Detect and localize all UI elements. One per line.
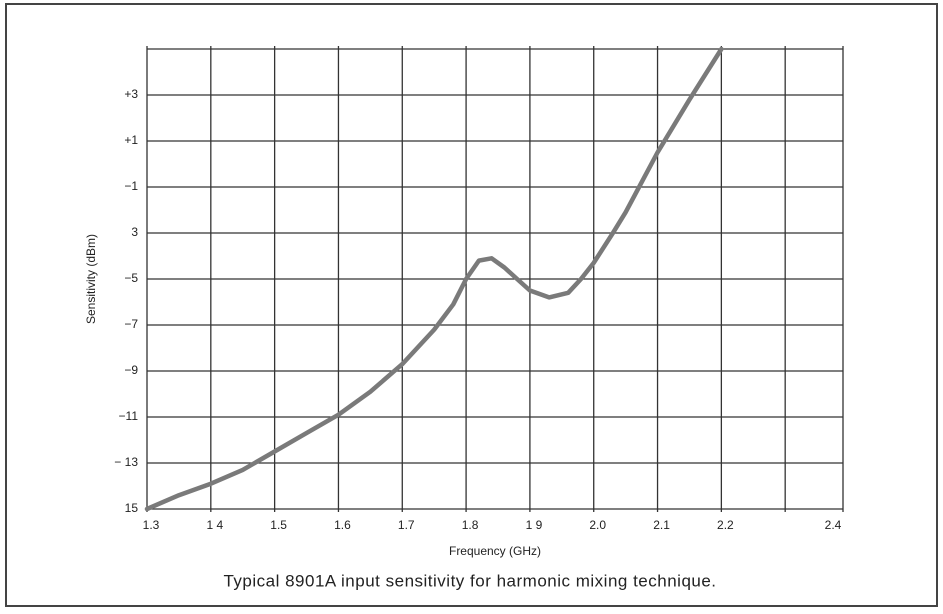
line (144, 46, 724, 512)
x-tick-label: 1.8 (462, 518, 479, 532)
y-tick-label: −9 (124, 363, 138, 377)
x-tick-label: 2.4 (825, 518, 842, 532)
y-tick-label: −1 (124, 179, 138, 193)
y-tick-label: −7 (124, 317, 138, 331)
y-tick-label: 15 (125, 501, 139, 515)
y-tick-label: +3 (124, 87, 138, 101)
y-tick-label: − 13 (114, 455, 138, 469)
x-tick-label: 2.0 (589, 518, 606, 532)
y-tick-label: +1 (124, 133, 138, 147)
caption: Typical 8901A input sensitivity for harm… (223, 571, 716, 590)
y-tick-label: 3 (131, 225, 138, 239)
y-tick-label: −11 (119, 409, 139, 423)
x-axis-label: Frequency (GHz) (449, 544, 541, 558)
frame (5, 3, 938, 607)
x-tick-label: 2.2 (717, 518, 734, 532)
x-tick-label: 1.6 (334, 518, 351, 532)
x-tick-label: 2.1 (653, 518, 670, 532)
x-tick-label: 1.3 (143, 518, 160, 532)
y-tick-label: −5 (124, 271, 138, 285)
y-axis-label: Sensitivity (dBm) (84, 234, 98, 324)
x-tick-label: 1 9 (526, 518, 543, 532)
x-tick-label: 1 4 (206, 518, 223, 532)
x-tick-label: 1.7 (398, 518, 415, 532)
x-tick-label: 1.5 (270, 518, 287, 532)
